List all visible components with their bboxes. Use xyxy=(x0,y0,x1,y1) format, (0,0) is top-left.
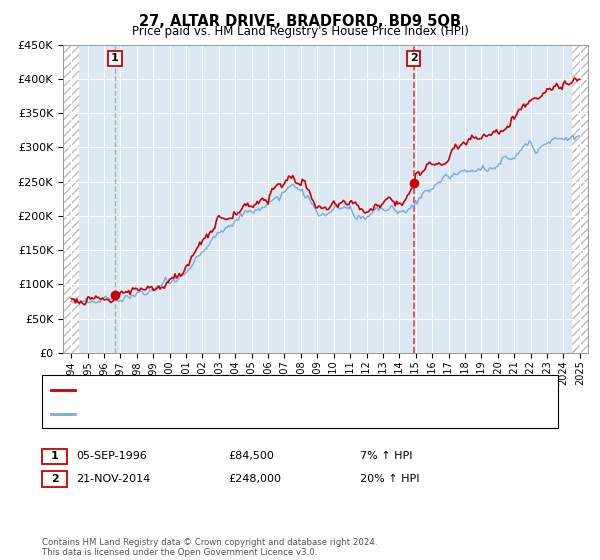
Text: Contains HM Land Registry data © Crown copyright and database right 2024.
This d: Contains HM Land Registry data © Crown c… xyxy=(42,538,377,557)
Text: 7% ↑ HPI: 7% ↑ HPI xyxy=(360,451,413,461)
Text: 2: 2 xyxy=(410,54,418,63)
Text: £248,000: £248,000 xyxy=(228,474,281,484)
Text: 27, ALTAR DRIVE, BRADFORD, BD9 5QB (detached house): 27, ALTAR DRIVE, BRADFORD, BD9 5QB (deta… xyxy=(81,385,396,395)
Text: Price paid vs. HM Land Registry's House Price Index (HPI): Price paid vs. HM Land Registry's House … xyxy=(131,25,469,38)
Text: 05-SEP-1996: 05-SEP-1996 xyxy=(76,451,147,461)
Text: 1: 1 xyxy=(111,54,119,63)
Text: HPI: Average price, detached house, Bradford: HPI: Average price, detached house, Brad… xyxy=(81,408,331,418)
Text: 20% ↑ HPI: 20% ↑ HPI xyxy=(360,474,419,484)
Bar xyxy=(63,45,79,353)
Text: 2: 2 xyxy=(51,474,58,484)
Text: 27, ALTAR DRIVE, BRADFORD, BD9 5QB: 27, ALTAR DRIVE, BRADFORD, BD9 5QB xyxy=(139,14,461,29)
Text: £84,500: £84,500 xyxy=(228,451,274,461)
Text: 1: 1 xyxy=(51,451,58,461)
Bar xyxy=(572,45,588,353)
Text: 21-NOV-2014: 21-NOV-2014 xyxy=(76,474,151,484)
